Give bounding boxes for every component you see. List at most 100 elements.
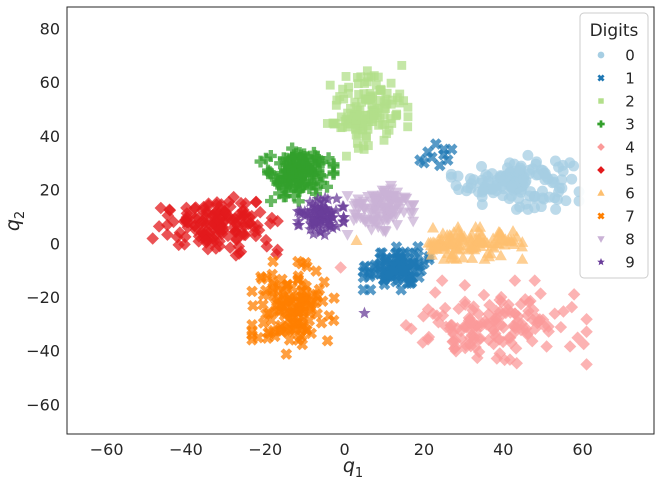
- legend-label-6: 6: [625, 185, 635, 203]
- point-digit-7: [261, 332, 274, 344]
- point-digit-8: [368, 214, 381, 226]
- point-digit-4: [497, 321, 510, 334]
- point-digit-5: [228, 225, 242, 238]
- point-digit-5: [264, 217, 277, 230]
- point-digit-2: [352, 110, 362, 120]
- point-digit-8: [381, 192, 394, 204]
- point-digit-2: [395, 89, 405, 99]
- point-digit-4: [519, 293, 532, 306]
- point-digit-5: [259, 233, 273, 247]
- legend-marker-2: [598, 98, 604, 104]
- point-digit-2: [358, 141, 368, 151]
- point-digit-9: [337, 200, 350, 213]
- point-digit-5: [249, 229, 263, 243]
- point-digit-7: [297, 305, 309, 318]
- point-digit-6: [516, 253, 529, 264]
- legend-label-8: 8: [625, 231, 635, 249]
- point-digit-4: [445, 318, 458, 332]
- point-digit-2: [371, 80, 381, 90]
- point-digit-8: [352, 199, 365, 211]
- point-digit-4: [463, 312, 477, 326]
- point-digit-6: [426, 221, 439, 233]
- point-digit-6: [350, 234, 363, 246]
- point-digit-0: [517, 174, 529, 186]
- point-digit-7: [260, 271, 273, 284]
- point-digit-9: [330, 219, 343, 232]
- legend: Digits 0 1 2 3 4 5 6 7 8 9: [579, 12, 649, 279]
- y-tick-label: 20: [40, 181, 60, 200]
- point-digit-6: [445, 236, 458, 247]
- point-digit-4: [438, 301, 452, 315]
- point-digit-5: [230, 233, 243, 247]
- point-digit-2: [364, 72, 373, 82]
- point-digit-5: [197, 200, 210, 214]
- point-digit-4: [563, 340, 577, 353]
- x-tick-label: 20: [414, 440, 434, 459]
- point-digit-8: [359, 215, 372, 226]
- point-digit-2: [372, 103, 382, 113]
- point-digit-2: [331, 100, 341, 110]
- point-digit-9: [307, 204, 321, 217]
- point-digit-3: [288, 166, 301, 179]
- point-digit-8: [379, 225, 392, 237]
- point-digit-2: [403, 122, 413, 132]
- point-digit-7: [299, 256, 312, 269]
- point-digit-1: [395, 283, 407, 296]
- point-digit-2: [364, 95, 374, 105]
- point-digit-9: [301, 207, 315, 220]
- point-digit-4: [548, 307, 561, 320]
- point-digit-2: [350, 97, 360, 107]
- x-tick-label: −40: [169, 440, 203, 459]
- point-digit-6: [469, 221, 482, 232]
- point-digit-4: [528, 274, 541, 287]
- point-digit-2: [342, 151, 351, 161]
- point-digit-0: [504, 157, 516, 169]
- point-digit-2: [382, 129, 391, 139]
- point-digit-5: [207, 208, 220, 221]
- point-digit-6: [454, 239, 467, 251]
- point-digit-7: [292, 274, 304, 286]
- point-digit-7: [303, 314, 316, 327]
- y-axis-label: q2: [2, 211, 28, 231]
- point-digit-0: [482, 171, 494, 183]
- point-digit-3: [263, 166, 276, 179]
- point-digit-8: [388, 205, 401, 217]
- point-digit-0: [557, 165, 569, 177]
- point-digit-8: [403, 201, 416, 212]
- legend-items: 0 1 2 3 4 5 6 7 8 9: [597, 47, 635, 272]
- point-digit-3: [292, 195, 305, 208]
- y-tick-label: 0: [50, 234, 60, 253]
- x-axis-label: q1: [343, 455, 363, 481]
- point-digit-7: [283, 334, 296, 346]
- point-digit-4: [487, 337, 500, 351]
- point-digit-5: [201, 242, 215, 256]
- point-digit-2: [329, 118, 339, 128]
- point-digit-7: [315, 317, 328, 329]
- point-digit-9: [315, 206, 328, 219]
- point-digit-4: [554, 320, 568, 334]
- point-digit-9: [337, 210, 350, 223]
- point-digit-6: [446, 248, 459, 259]
- point-digit-2: [376, 85, 385, 95]
- point-digit-0: [536, 185, 548, 197]
- point-digit-5: [234, 196, 248, 210]
- point-digit-7: [246, 285, 258, 298]
- point-digit-3: [301, 165, 314, 178]
- point-digit-4: [527, 303, 540, 317]
- point-digit-5: [251, 219, 264, 232]
- point-digit-7: [262, 307, 275, 320]
- point-digit-2: [386, 78, 396, 88]
- point-digit-5: [260, 240, 274, 253]
- point-digit-3: [308, 178, 321, 191]
- point-digit-4: [580, 313, 593, 326]
- point-digit-5: [229, 249, 243, 262]
- point-digit-0: [497, 190, 509, 202]
- point-digit-3: [287, 189, 300, 202]
- point-digit-2: [351, 124, 360, 134]
- point-digit-1: [430, 138, 442, 150]
- point-digit-4: [416, 336, 429, 349]
- point-digit-9: [291, 204, 305, 217]
- point-digit-8: [407, 216, 420, 228]
- point-digit-4: [435, 274, 449, 287]
- y-tick-label: −40: [26, 342, 60, 361]
